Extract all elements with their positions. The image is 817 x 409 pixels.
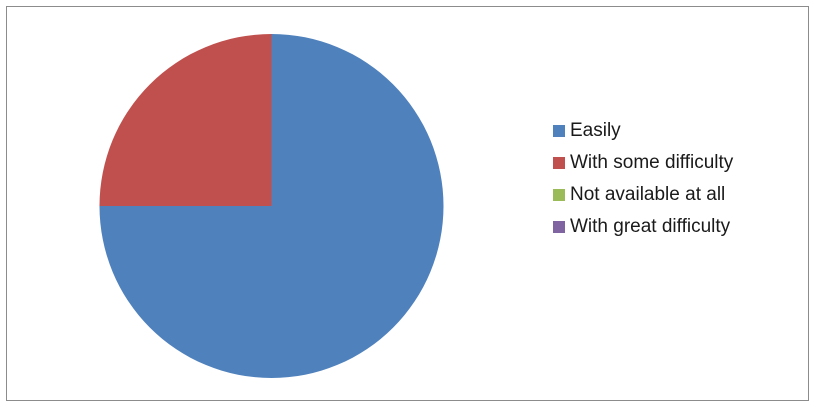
legend-label: With some difficulty	[570, 151, 734, 173]
pie-slice-with-some-difficulty	[99, 34, 272, 206]
chart-area: Easily With some difficulty Not availabl…	[6, 6, 809, 401]
legend-item-with-some-difficulty: With some difficulty	[553, 149, 733, 176]
legend-swatch-with-some-difficulty	[553, 156, 565, 169]
legend-swatch-easily	[553, 124, 565, 137]
pie-chart	[99, 34, 444, 378]
legend-label: With great difficulty	[570, 215, 731, 237]
legend-item-with-great-difficulty: With great difficulty	[553, 213, 733, 240]
legend-label: Not available at all	[570, 183, 726, 205]
legend-item-not-available-at-all: Not available at all	[553, 181, 733, 208]
legend-swatch-not-available-at-all	[553, 188, 565, 201]
legend: Easily With some difficulty Not availabl…	[553, 117, 733, 240]
legend-label: Easily	[570, 119, 621, 141]
legend-swatch-with-great-difficulty	[553, 220, 565, 233]
legend-item-easily: Easily	[553, 117, 733, 144]
